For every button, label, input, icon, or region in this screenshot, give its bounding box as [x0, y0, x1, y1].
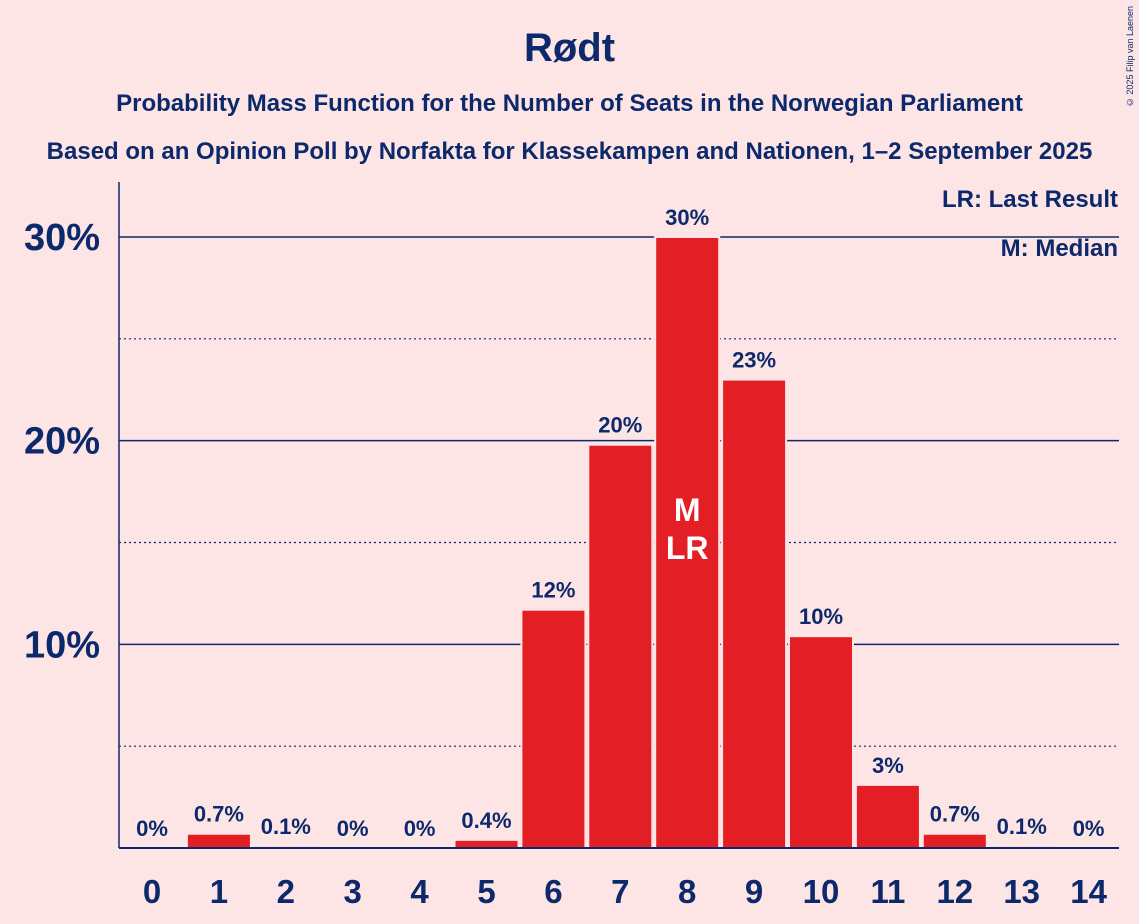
chart-title: Rødt	[523, 26, 616, 70]
legend-median: M: Median	[1000, 235, 1118, 262]
bar-value-label: 3%	[872, 753, 904, 778]
bar	[921, 832, 988, 849]
x-tick-label: 7	[611, 873, 629, 910]
bar-value-label: 0%	[136, 816, 168, 841]
x-tick-label: 4	[410, 873, 429, 910]
x-tick-label: 1	[210, 873, 228, 910]
bar-value-label: 20%	[598, 413, 642, 438]
bar	[185, 832, 252, 849]
chart-subtitle: Probability Mass Function for the Number…	[116, 90, 1023, 117]
x-tick-label: 11	[870, 873, 905, 910]
bar-value-label: 0%	[337, 816, 369, 841]
x-tick-label: 9	[745, 873, 763, 910]
bar-value-label: 10%	[799, 604, 843, 629]
y-tick-label: 30%	[24, 217, 100, 259]
median-marker: M	[674, 492, 701, 528]
bar-value-label: 0.7%	[930, 802, 980, 827]
y-tick-label: 10%	[24, 624, 100, 666]
bar-value-label: 0.1%	[997, 814, 1047, 839]
y-tick-label: 20%	[24, 421, 100, 463]
x-tick-label: 13	[1003, 873, 1040, 910]
x-tick-label: 5	[477, 873, 495, 910]
bar	[654, 235, 721, 849]
x-tick-label: 0	[143, 873, 161, 910]
x-tick-label: 10	[803, 873, 840, 910]
x-tick-label: 2	[277, 873, 295, 910]
x-tick-label: 14	[1070, 873, 1107, 910]
x-tick-label: 6	[544, 873, 562, 910]
bar-value-label: 0%	[1073, 816, 1105, 841]
x-tick-label: 3	[344, 873, 362, 910]
chart-source-line: Based on an Opinion Poll by Norfakta for…	[46, 138, 1093, 165]
bar-value-label: 23%	[732, 348, 776, 373]
bar-value-label: 0.4%	[461, 808, 511, 833]
last-result-marker: LR	[666, 530, 709, 566]
bar	[587, 443, 654, 849]
bar-value-label: 12%	[531, 578, 575, 603]
x-tick-label: 8	[678, 873, 696, 910]
bar-value-label: 0.7%	[194, 802, 244, 827]
bar-value-label: 0%	[404, 816, 436, 841]
x-tick-label: 12	[936, 873, 973, 910]
bar	[854, 783, 921, 849]
bar	[721, 378, 788, 849]
bar-value-label: 30%	[665, 205, 709, 230]
bar	[520, 608, 587, 849]
bar-value-label: 0.1%	[261, 814, 311, 839]
bar	[453, 838, 520, 849]
legend-last-result: LR: Last Result	[941, 186, 1118, 213]
bar	[788, 635, 854, 849]
